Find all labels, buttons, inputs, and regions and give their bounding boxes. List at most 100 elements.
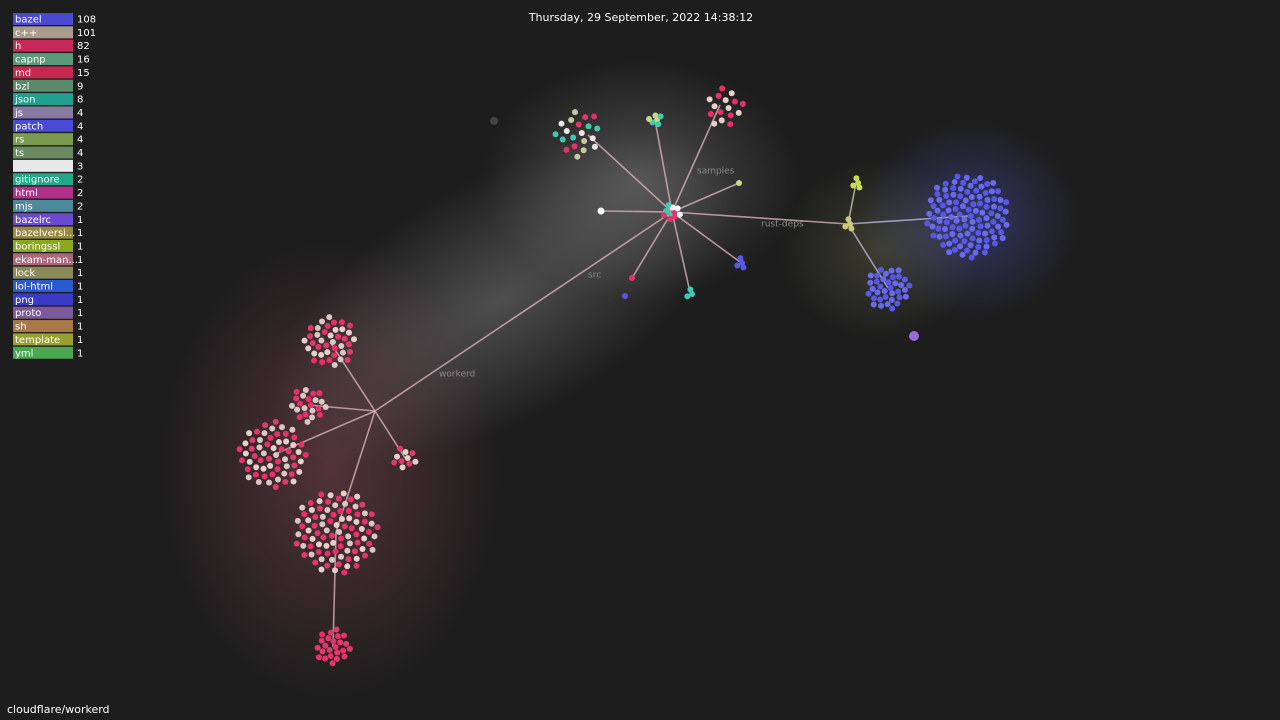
file-node	[327, 518, 334, 525]
file-node	[256, 444, 263, 451]
file-node	[943, 219, 950, 226]
file-node	[318, 337, 325, 344]
legend-name: mjs	[15, 201, 33, 212]
file-node	[597, 207, 605, 215]
file-node	[888, 296, 895, 303]
file-node	[327, 332, 334, 339]
file-node	[261, 473, 268, 480]
file-node	[591, 143, 598, 150]
legend-count: 4	[77, 108, 83, 119]
file-node	[290, 442, 297, 449]
file-node	[353, 518, 360, 525]
file-node	[323, 342, 330, 349]
file-node	[895, 273, 902, 280]
file-node	[283, 463, 290, 470]
file-node	[896, 294, 903, 301]
file-node	[283, 438, 290, 445]
file-node	[870, 295, 877, 302]
file-node	[885, 279, 892, 286]
file-node	[301, 534, 308, 541]
file-node	[368, 520, 375, 527]
file-node	[865, 290, 872, 297]
legend-swatch	[13, 13, 73, 25]
file-node	[660, 212, 667, 219]
file-node	[344, 357, 351, 364]
dir-label: rust-deps	[761, 220, 804, 230]
file-node	[282, 430, 289, 437]
file-node	[902, 293, 909, 300]
file-node	[368, 511, 375, 518]
file-node	[374, 524, 381, 531]
file-node	[995, 223, 1002, 230]
file-node	[282, 478, 289, 485]
file-node	[949, 231, 956, 238]
file-node	[331, 352, 338, 359]
file-node	[906, 282, 913, 289]
file-node	[293, 540, 300, 547]
file-node	[942, 226, 949, 233]
file-node	[305, 345, 312, 352]
file-node	[655, 121, 662, 128]
file-node	[299, 523, 306, 530]
file-node	[877, 266, 884, 273]
legend-name: ts	[15, 148, 24, 159]
dir-label: src	[588, 271, 601, 281]
dir-label: workerd	[439, 370, 475, 380]
file-node	[926, 210, 933, 217]
file-node	[260, 465, 267, 472]
file-node	[952, 237, 959, 244]
file-node	[273, 452, 280, 458]
file-node	[942, 233, 949, 240]
file-node	[359, 501, 366, 508]
file-node	[999, 235, 1006, 242]
file-node	[961, 216, 968, 223]
file-node	[877, 296, 884, 303]
file-node	[341, 335, 348, 342]
file-node	[326, 647, 333, 654]
file-node	[309, 535, 316, 542]
file-node	[718, 117, 725, 124]
file-node	[320, 534, 327, 541]
date: Thursday, 29 September, 2022 14:38:12	[528, 11, 753, 24]
file-node	[981, 249, 988, 256]
file-node	[314, 644, 321, 651]
file-node	[296, 468, 303, 475]
legend-swatch	[13, 346, 73, 359]
file-node	[977, 223, 984, 230]
file-node	[412, 458, 419, 465]
file-node	[969, 225, 976, 232]
edge	[671, 182, 740, 213]
file-node	[880, 276, 887, 283]
file-node	[571, 109, 578, 116]
edge	[671, 211, 691, 293]
file-node	[316, 498, 323, 505]
legend-name: js	[14, 108, 23, 119]
legend-name: sh	[15, 322, 27, 333]
file-node	[351, 548, 358, 555]
file-node	[353, 555, 360, 562]
file-node	[305, 517, 312, 524]
file-node	[969, 218, 976, 225]
file-node	[291, 434, 298, 441]
file-node	[719, 85, 726, 92]
legend-count: 1	[77, 282, 83, 293]
file-node	[898, 281, 905, 288]
file-node	[353, 531, 360, 538]
file-node	[346, 322, 353, 329]
file-node	[999, 216, 1006, 223]
file-node	[402, 449, 409, 456]
file-node	[337, 639, 344, 646]
file-node	[341, 569, 348, 576]
file-node	[967, 242, 974, 249]
file-node	[352, 503, 359, 510]
file-node	[308, 551, 315, 558]
file-node	[318, 351, 325, 358]
file-node	[957, 193, 964, 200]
legend-name: md	[15, 68, 31, 79]
file-node	[333, 626, 340, 633]
file-node	[338, 343, 345, 350]
file-node	[983, 243, 990, 250]
file-node	[936, 196, 943, 203]
file-node	[711, 103, 718, 110]
glow-layer	[160, 60, 1080, 700]
